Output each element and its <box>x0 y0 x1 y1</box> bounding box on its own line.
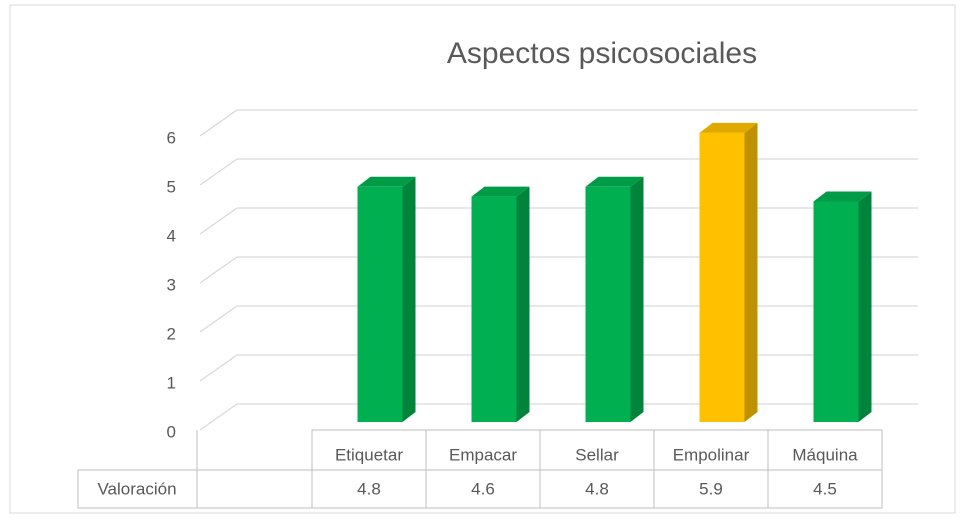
table-value: 4.5 <box>813 479 837 498</box>
grid-line <box>199 207 238 235</box>
table-value: 5.9 <box>699 479 723 498</box>
bar-side <box>630 176 644 422</box>
y-tick-label: 5 <box>167 177 176 196</box>
grid-line <box>199 354 238 382</box>
row-label: Valoración <box>97 479 176 498</box>
grid-line <box>199 305 238 333</box>
chart-title: Aspectos psicosociales <box>447 37 757 70</box>
y-tick-label: 0 <box>167 422 176 441</box>
table-value: 4.6 <box>471 479 495 498</box>
bar-top <box>585 176 644 187</box>
y-tick-label: 6 <box>167 128 176 147</box>
table-cell <box>767 469 883 509</box>
x-tick-label: Empolinar <box>673 445 750 464</box>
bar-side <box>744 122 758 423</box>
y-tick-label: 1 <box>167 373 176 392</box>
grid-line <box>199 158 238 186</box>
table-value: 4.8 <box>585 479 609 498</box>
bar <box>471 196 517 422</box>
x-tick-label: Máquina <box>792 445 858 464</box>
bar-top <box>813 191 872 202</box>
table-value: 4.8 <box>357 479 381 498</box>
y-tick-label: 4 <box>167 226 176 245</box>
bar <box>813 201 859 422</box>
y-tick-label: 3 <box>167 275 176 294</box>
grid-line <box>199 109 238 137</box>
bar-top <box>357 176 416 187</box>
bar <box>357 186 403 422</box>
x-tick-label: Etiquetar <box>335 445 403 464</box>
x-tick-label: Empacar <box>449 445 517 464</box>
x-tick-label: Sellar <box>575 445 619 464</box>
grid-line <box>199 403 238 431</box>
bar-top <box>699 122 758 133</box>
y-tick-label: 2 <box>167 324 176 343</box>
bar-side <box>402 176 416 422</box>
bar-side <box>858 191 872 422</box>
bar <box>585 186 631 422</box>
bar-top <box>471 186 530 197</box>
grid-line <box>199 256 238 284</box>
bar-side <box>516 186 530 422</box>
bar <box>699 132 745 422</box>
